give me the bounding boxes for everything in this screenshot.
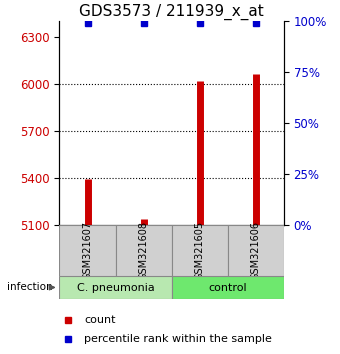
Text: percentile rank within the sample: percentile rank within the sample <box>84 333 272 344</box>
Title: GDS3573 / 211939_x_at: GDS3573 / 211939_x_at <box>79 4 264 20</box>
Bar <box>59 276 172 299</box>
Bar <box>116 225 172 276</box>
Bar <box>228 225 284 276</box>
Text: infection: infection <box>7 282 52 292</box>
Text: C. pneumonia: C. pneumonia <box>77 282 154 293</box>
Text: GSM321607: GSM321607 <box>83 221 92 280</box>
Text: GSM321606: GSM321606 <box>251 221 261 280</box>
Bar <box>172 276 284 299</box>
Text: GSM321608: GSM321608 <box>139 221 149 280</box>
Bar <box>59 225 116 276</box>
Text: GSM321605: GSM321605 <box>195 221 205 280</box>
Bar <box>172 225 228 276</box>
Text: control: control <box>208 282 247 293</box>
Text: count: count <box>84 315 116 325</box>
